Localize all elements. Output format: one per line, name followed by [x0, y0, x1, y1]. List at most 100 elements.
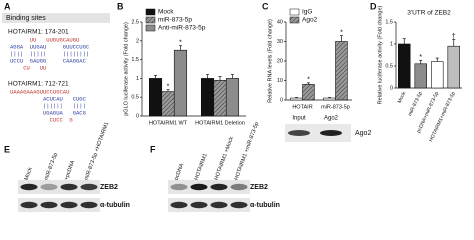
x-tick-label: HOTAIRM1 Deletion: [195, 120, 245, 126]
y-tick-label: 0: [136, 113, 139, 119]
y-axis-label: pGLO luciferase activity (Fold change): [123, 22, 129, 116]
bar: [335, 41, 348, 101]
y-tick-label: 0.5: [131, 95, 139, 101]
binding-header: [2, 13, 110, 23]
y-axis-label: Relative RNA levels (Fold change): [267, 19, 273, 103]
sequence: AGGA UUGAU GUUCCUGC: [10, 43, 90, 50]
panel-label: E: [4, 144, 10, 154]
panel-label: C: [262, 1, 269, 11]
band: [210, 201, 228, 209]
sequence: |||||| ||||: [10, 102, 86, 109]
band: [230, 183, 248, 191]
x-tick-label: HOTAIRM1 WT: [149, 120, 188, 126]
site-label: HOTAIRM1: 174-201: [8, 29, 69, 36]
y-tick-label: 2.5: [131, 19, 139, 25]
binding-title: Binding sites: [6, 15, 46, 22]
y-tick-label: 1.5: [385, 19, 393, 25]
sequence: |||| ||||| ||||||||: [10, 50, 89, 57]
y-tick-label: 0: [280, 97, 283, 103]
band: [80, 183, 98, 191]
band: [190, 201, 208, 209]
figure: A B C D E F Binding sites HOTAIRM1: 174-…: [2, 1, 462, 212]
band: [170, 201, 188, 209]
row-label: α-tubulin: [100, 202, 130, 209]
bar: [302, 84, 315, 101]
y-tick-label: 20: [277, 58, 283, 64]
blot: [168, 198, 250, 212]
x-tick-label: HOTAIR: [292, 104, 312, 110]
y-tick-label: 1.5: [131, 57, 139, 63]
bar: [431, 61, 444, 89]
legend-swatch: [289, 16, 300, 24]
band: [320, 130, 342, 136]
blot: [285, 124, 351, 142]
bar: [161, 91, 175, 117]
row-label: ZEB2: [100, 184, 118, 191]
sequence: UAAAGAAAGUUCCUGCAU: [10, 88, 69, 95]
legend-label: Anti-miR-873-5p: [158, 25, 206, 32]
site-label: HOTAIRM1: 712-721: [8, 81, 69, 88]
band: [288, 130, 310, 136]
band: [20, 183, 38, 191]
significance: *: [179, 40, 182, 47]
band: [40, 201, 58, 209]
significance: *: [340, 29, 343, 36]
significance: *: [167, 84, 170, 91]
sequence: UGAGUA GACG: [10, 109, 86, 116]
y-tick-label: 40: [277, 19, 283, 25]
bar: [398, 43, 411, 89]
band: [60, 201, 78, 209]
chart-title: 3'UTR of ZEB2: [407, 10, 451, 17]
band: [60, 183, 78, 191]
lane-label: Mock: [24, 167, 34, 182]
row-label: ZEB2: [250, 184, 268, 191]
band: [80, 201, 98, 209]
significance: *: [307, 77, 310, 84]
y-tick-label: 0: [390, 85, 393, 91]
bar: [225, 78, 240, 117]
legend-label: miR-873-5p: [158, 17, 192, 24]
bar: [447, 45, 460, 89]
bar: [213, 79, 227, 117]
bar: [414, 63, 427, 89]
bar: [173, 49, 188, 117]
lane-label: Input: [292, 116, 306, 122]
lane-label: pcDNA: [174, 162, 186, 181]
sequence: ACUCAU CUGC: [10, 95, 87, 102]
panel-label: D: [370, 1, 377, 11]
legend-swatch: [145, 24, 156, 32]
band: [40, 183, 58, 191]
y-tick-label: 2: [136, 38, 139, 44]
panel-label: A: [4, 1, 11, 11]
legend-swatch: [145, 8, 156, 16]
blot: [18, 198, 100, 212]
y-tick-label: 10: [277, 78, 283, 84]
x-tick-label: miR-873-5p: [321, 104, 350, 110]
legend-label: Ago2: [302, 17, 318, 24]
y-axis-label: Relative luciferase activity (Fold chang…: [377, 5, 383, 104]
sequence: CUCC G: [10, 116, 73, 123]
sequence: UU UUGUGCAUGU: [10, 36, 79, 43]
lane-label: Ago2: [324, 116, 339, 122]
bar: [148, 78, 163, 117]
y-tick-label: 0.5: [385, 63, 393, 69]
panel-label: B: [117, 1, 124, 11]
legend-swatch: [145, 16, 156, 24]
legend-swatch: [289, 8, 300, 16]
band: [170, 183, 188, 191]
x-tick-label: Mock: [397, 90, 408, 104]
significance: †: [452, 33, 456, 40]
band: [20, 201, 38, 209]
y-tick-label: 1: [390, 41, 393, 47]
band: [190, 183, 208, 191]
y-tick-label: 1: [136, 76, 139, 82]
legend-label: Mock: [158, 9, 174, 16]
band: [210, 183, 228, 191]
legend-label: IgG: [302, 9, 312, 16]
band: [230, 201, 248, 209]
sequence: UCCU GAUGG CAAGGAC: [10, 57, 87, 64]
bar: [323, 97, 336, 101]
bar: [290, 97, 303, 101]
blot: [18, 180, 100, 194]
blot-label: Ago2: [355, 130, 371, 137]
